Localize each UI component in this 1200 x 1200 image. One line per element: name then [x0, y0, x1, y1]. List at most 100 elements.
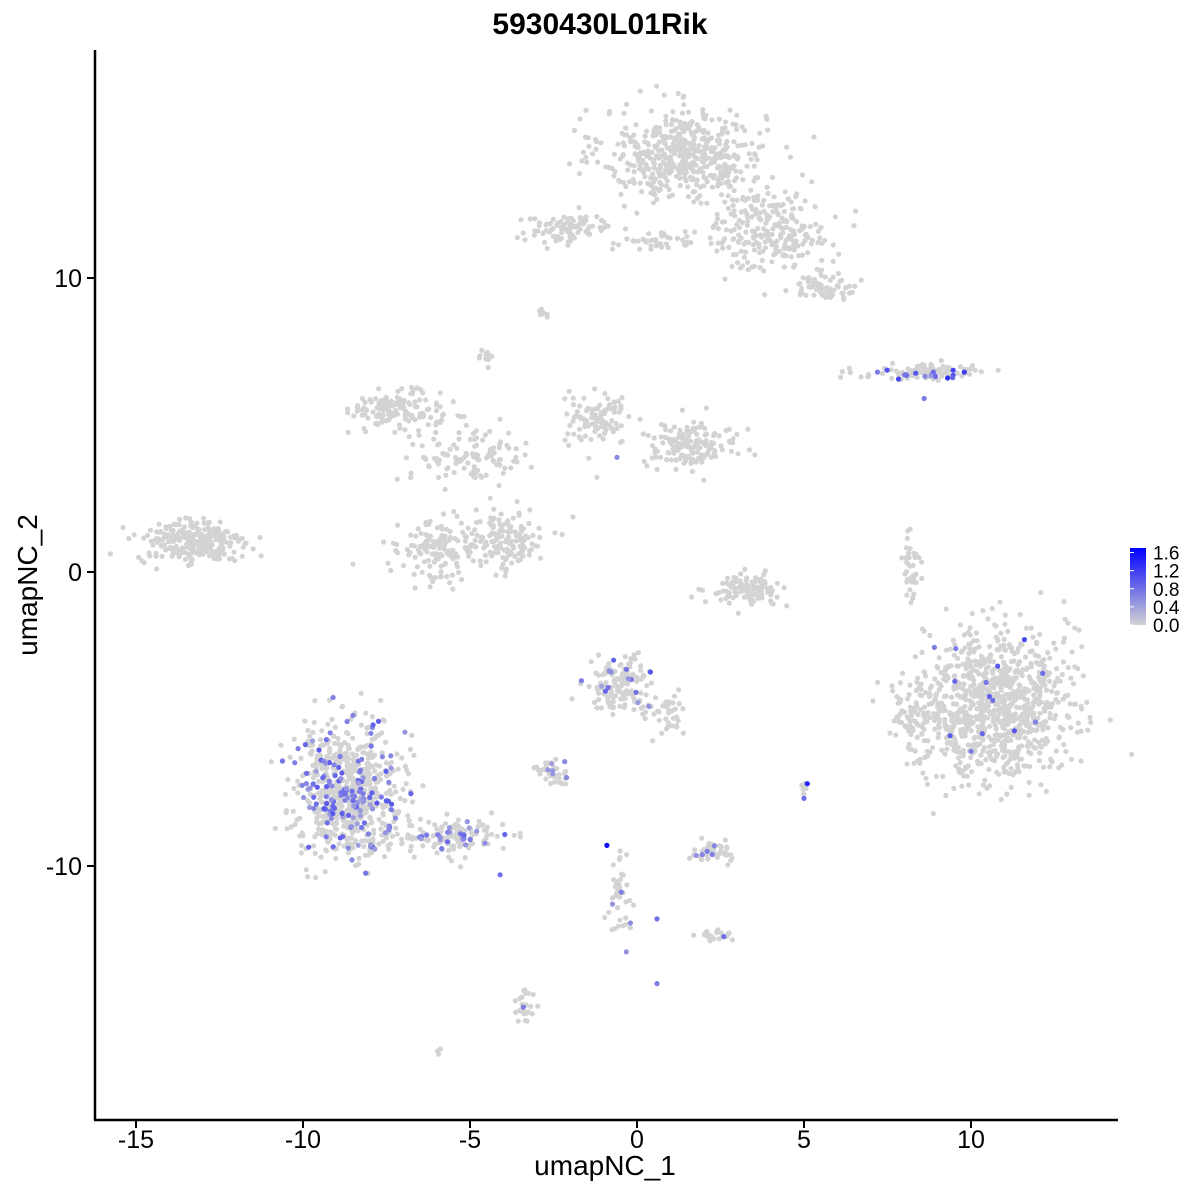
cell-point: [583, 419, 589, 425]
cell-point: [395, 400, 401, 406]
cell-point: [1015, 645, 1022, 651]
cell-point: [701, 477, 707, 483]
cell-point: [947, 646, 954, 652]
cell-point: [858, 374, 864, 380]
cell-point: [528, 464, 535, 470]
cell-point: [472, 527, 478, 533]
cell-point: [998, 678, 1004, 684]
legend-label: 0.4: [1153, 598, 1180, 619]
cell-point: [711, 450, 717, 456]
cell-point: [645, 151, 651, 157]
cell-point: [687, 161, 694, 167]
cell-point: [718, 844, 724, 850]
cell-point: [576, 204, 582, 211]
cell-point: [936, 725, 942, 731]
cell-point: [410, 441, 416, 448]
expressing-cell-point: [699, 852, 705, 858]
cell-point: [632, 151, 638, 157]
cell-point: [411, 854, 417, 860]
cell-point: [1043, 701, 1049, 707]
cell-point: [927, 714, 933, 721]
cell-point: [494, 546, 500, 552]
cell-point: [725, 575, 731, 581]
cell-point: [919, 731, 925, 737]
expressing-cell-point: [439, 846, 445, 852]
cell-point: [1026, 779, 1032, 786]
cell-point: [508, 528, 514, 535]
cell-point: [669, 192, 676, 198]
cell-point: [555, 772, 561, 778]
cell-point: [550, 216, 556, 222]
cell-point: [620, 672, 626, 678]
cell-point: [451, 469, 457, 475]
expressing-cell-point: [562, 759, 568, 765]
cell-point: [645, 432, 651, 439]
cell-point: [774, 222, 781, 228]
expressing-cell-point: [324, 820, 330, 826]
cell-point: [686, 147, 692, 153]
cell-point: [445, 452, 451, 458]
cell-point: [993, 726, 999, 732]
cell-point: [380, 810, 386, 816]
cell-point: [320, 742, 326, 748]
cell-point: [588, 659, 594, 665]
cell-point: [726, 184, 732, 190]
cell-point: [564, 411, 570, 417]
cell-point: [597, 225, 603, 231]
expressing-cell-point: [953, 646, 959, 652]
legend-label: 0.0: [1153, 616, 1179, 637]
cell-point: [663, 716, 669, 722]
cell-point: [617, 156, 624, 162]
cell-point: [406, 418, 412, 424]
cell-point: [453, 836, 459, 842]
cell-point: [345, 765, 351, 771]
cell-point: [581, 395, 587, 401]
cell-point: [547, 220, 554, 227]
cell-point: [757, 264, 763, 270]
cell-point: [650, 171, 656, 177]
cell-point: [481, 545, 487, 551]
cell-point: [348, 819, 354, 825]
cell-point: [376, 841, 382, 847]
cell-point: [627, 139, 634, 145]
cell-point: [1000, 739, 1007, 745]
cell-point: [565, 431, 571, 437]
cell-point: [955, 755, 961, 761]
cell-point: [736, 238, 742, 244]
cell-point: [1010, 732, 1016, 738]
cell-point: [936, 655, 942, 661]
expressing-cell-point: [363, 870, 369, 876]
cell-point: [577, 215, 583, 221]
cell-point: [969, 611, 975, 617]
cell-point: [408, 470, 414, 476]
cell-point: [313, 819, 320, 825]
cell-point: [904, 761, 910, 767]
cell-point: [461, 465, 467, 471]
cell-point: [714, 211, 720, 217]
cell-point: [910, 727, 916, 733]
expressing-cell-point: [367, 794, 373, 801]
expressing-cell-point: [1032, 719, 1039, 725]
cell-point: [377, 763, 383, 769]
cell-point: [409, 412, 415, 418]
cell-point: [690, 132, 697, 138]
cell-point: [1019, 743, 1025, 749]
cell-point: [689, 468, 696, 475]
expressing-cell-point: [623, 949, 629, 955]
cell-point: [554, 222, 560, 228]
cell-point: [600, 436, 606, 442]
cell-point: [811, 292, 817, 298]
cell-point: [478, 534, 484, 540]
expressing-cell-point: [467, 837, 473, 843]
cell-point: [906, 728, 912, 734]
cell-point: [402, 798, 408, 804]
cell-point: [671, 127, 677, 134]
cell-point: [681, 102, 687, 108]
expressing-cell-point: [520, 1004, 527, 1010]
cell-point: [1027, 649, 1033, 655]
cell-point: [984, 703, 991, 709]
cell-point: [473, 507, 479, 513]
cell-point: [1035, 715, 1041, 721]
cell-point: [528, 546, 534, 553]
cell-point: [335, 735, 341, 742]
